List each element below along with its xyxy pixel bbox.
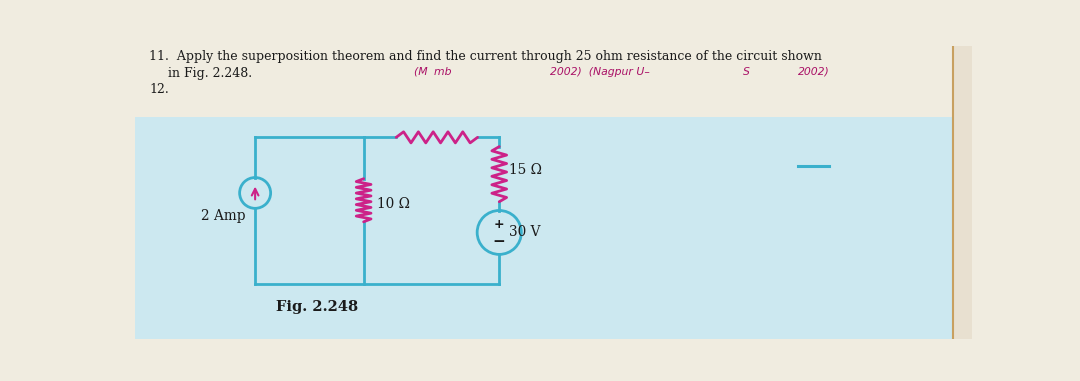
- Text: 2002)  (Nagpur U–: 2002) (Nagpur U–: [550, 67, 649, 77]
- Text: Fig. 2.248: Fig. 2.248: [276, 300, 359, 314]
- FancyBboxPatch shape: [135, 104, 953, 339]
- Text: in Fig. 2.248.: in Fig. 2.248.: [167, 67, 252, 80]
- FancyBboxPatch shape: [135, 46, 953, 117]
- Text: 30 V: 30 V: [510, 226, 541, 239]
- FancyBboxPatch shape: [953, 46, 972, 339]
- Text: S: S: [743, 67, 751, 77]
- Text: 12.: 12.: [149, 83, 168, 96]
- Text: 15 Ω: 15 Ω: [510, 163, 542, 177]
- Text: 2002): 2002): [798, 67, 829, 77]
- Text: −: −: [492, 234, 505, 249]
- Text: 2 Amp: 2 Amp: [201, 209, 246, 223]
- Text: +: +: [494, 218, 504, 231]
- Text: (M   mb: (M mb: [414, 67, 451, 77]
- Text: 10 Ω: 10 Ω: [377, 197, 409, 211]
- Text: 11.  Apply the superposition theorem and find the current through 25 ohm resista: 11. Apply the superposition theorem and …: [149, 50, 822, 62]
